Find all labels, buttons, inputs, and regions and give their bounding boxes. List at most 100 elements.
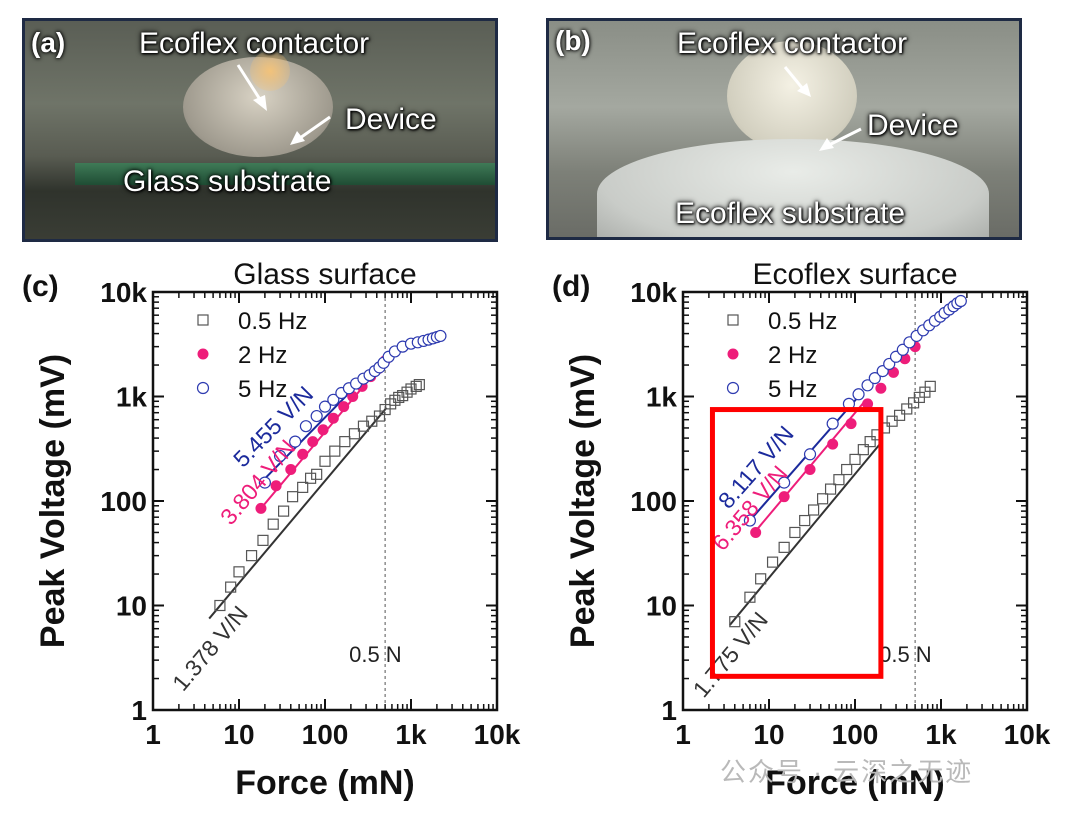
x-tick-label: 1 <box>145 719 161 750</box>
label-contactor-b: Ecoflex contactor <box>677 27 908 60</box>
legend-marker <box>727 348 739 360</box>
data-point <box>339 436 351 448</box>
data-point <box>845 418 857 430</box>
series-5-hz <box>743 294 967 527</box>
arrows-b <box>783 66 862 151</box>
data-point <box>255 502 267 514</box>
data-point <box>901 403 913 415</box>
watermark: 公众号 · 云深之无迹 <box>720 757 974 787</box>
x-tick-label: 10 <box>753 719 784 750</box>
data-point <box>804 464 816 476</box>
data-point <box>297 481 309 493</box>
data-point <box>338 401 350 413</box>
data-point <box>289 435 302 448</box>
contactor-ball <box>727 41 857 151</box>
data-point <box>896 343 909 356</box>
reference-label: 0.5 N <box>349 642 402 667</box>
data-point <box>849 453 861 466</box>
data-point <box>824 483 837 495</box>
legend-label: 5 Hz <box>238 376 287 403</box>
data-point <box>401 386 413 398</box>
x-tick-label: 10k <box>1004 719 1051 750</box>
data-point <box>327 393 340 406</box>
data-point <box>893 409 906 421</box>
data-point <box>857 444 869 456</box>
data-point <box>225 581 237 593</box>
series-0.5-hz <box>729 380 936 628</box>
photo-glass-setup: (a) Ecoflex contactor Device Glass subst… <box>22 18 498 242</box>
data-point <box>348 428 361 440</box>
highlight-box <box>709 407 884 679</box>
glass-plate <box>75 163 495 185</box>
label-contactor-a: Ecoflex contactor <box>139 27 370 60</box>
data-point <box>397 390 409 402</box>
data-point <box>319 455 331 467</box>
x-axis-label: Force (mN) <box>765 764 944 802</box>
y-tick-label: 100 <box>630 486 677 517</box>
data-point <box>826 417 839 430</box>
data-point <box>385 398 397 410</box>
data-point <box>924 380 936 392</box>
fit-line-0 <box>208 407 388 620</box>
data-point <box>434 329 447 343</box>
data-point <box>744 591 756 603</box>
y-tick-label: 1k <box>646 382 678 413</box>
legend <box>196 314 210 395</box>
data-point <box>311 468 323 480</box>
x-tick-label: 1k <box>925 719 957 750</box>
data-point <box>852 388 865 401</box>
data-point <box>789 526 801 539</box>
light-glow <box>250 51 290 91</box>
data-point <box>257 534 269 546</box>
data-point <box>827 438 839 450</box>
legend-label: 5 Hz <box>768 376 817 403</box>
data-point <box>899 353 911 365</box>
data-point <box>799 514 811 527</box>
legend-label: 2 Hz <box>238 342 287 369</box>
data-point <box>233 566 245 578</box>
data-point <box>743 514 757 527</box>
data-point <box>875 382 887 394</box>
data-point <box>778 491 790 503</box>
data-point <box>267 518 279 530</box>
panel-label-b: (b) <box>555 25 591 56</box>
data-point <box>833 474 845 486</box>
panel-label-a: (a) <box>31 27 66 58</box>
x-tick-label: 100 <box>302 719 349 750</box>
substrate-dome <box>597 139 989 237</box>
y-axis-label: Peak Voltage (mV) <box>564 354 602 648</box>
data-point <box>729 616 741 628</box>
series-5-hz <box>258 329 447 489</box>
chart-title: Glass surface <box>233 258 416 291</box>
series-2-hz <box>750 341 921 538</box>
label-device-a: Device <box>345 103 437 136</box>
data-point <box>317 424 329 436</box>
data-point <box>778 476 791 489</box>
data-point <box>807 504 820 516</box>
y-tick-label: 1 <box>661 695 677 726</box>
data-point <box>862 398 874 410</box>
data-point <box>803 448 817 461</box>
data-point <box>755 573 767 585</box>
data-point <box>297 448 309 460</box>
y-tick-label: 10 <box>116 591 147 622</box>
data-point <box>310 409 323 423</box>
data-point <box>413 378 425 391</box>
x-tick-label: 100 <box>832 719 879 750</box>
x-tick-label: 10 <box>223 719 254 750</box>
fit-line-2 <box>745 395 860 525</box>
photo-ecoflex-setup: (b) Ecoflex contactor Device Ecoflex sub… <box>546 18 1022 240</box>
data-point <box>766 556 779 568</box>
data-point <box>214 599 226 612</box>
legend <box>726 314 740 395</box>
data-point <box>868 371 881 385</box>
data-point <box>245 550 258 562</box>
data-point <box>410 380 422 392</box>
y-tick-label: 100 <box>100 486 147 517</box>
y-axis-label: Peak Voltage (mV) <box>34 354 72 648</box>
data-point <box>277 505 290 517</box>
label-substrate-a: Glass substrate <box>123 165 332 198</box>
legend-label: 2 Hz <box>768 342 817 369</box>
